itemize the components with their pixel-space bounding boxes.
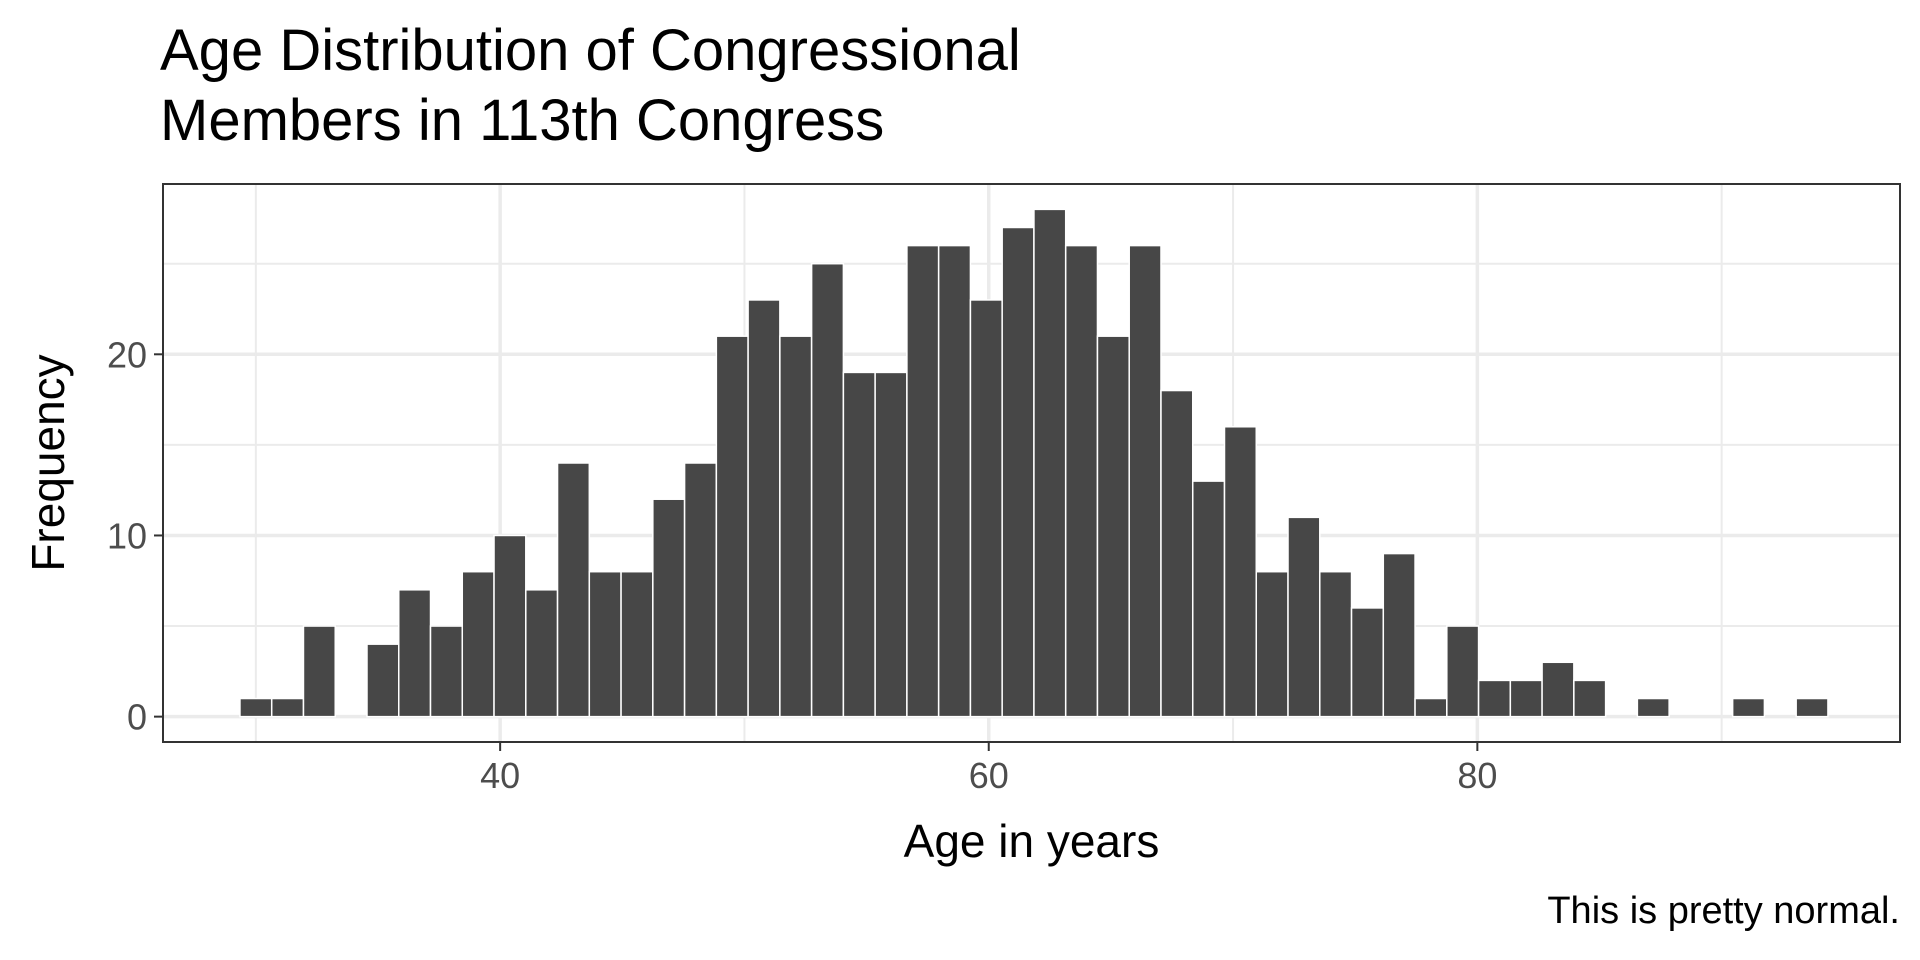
- histogram-bar: [906, 244, 940, 718]
- histogram-bar: [1191, 480, 1226, 718]
- histogram-bar: [810, 262, 845, 718]
- histogram-bar: [969, 299, 1003, 718]
- panel-border: [162, 183, 1901, 743]
- histogram-bar: [842, 371, 876, 718]
- histogram-bar: [366, 643, 400, 718]
- histogram-bar: [1128, 244, 1162, 718]
- histogram-bar: [1573, 679, 1607, 718]
- x-tick-label: 60: [969, 755, 1009, 796]
- histogram-bar: [1096, 335, 1130, 718]
- histogram-bar: [1255, 570, 1289, 718]
- histogram-bar: [1160, 389, 1194, 718]
- histogram-bar: [270, 697, 305, 718]
- histogram-bar: [1287, 516, 1321, 718]
- histogram-bar: [620, 570, 654, 718]
- histogram-bar: [747, 299, 781, 718]
- chart-title-line-1: Age Distribution of Congressional: [160, 18, 1021, 83]
- y-axis-title: Frequency: [22, 354, 74, 571]
- histogram-bar: [302, 625, 336, 718]
- y-tick-label: 20: [107, 334, 147, 375]
- axis-ticks: 40 60 80 0 10 20: [107, 334, 1497, 796]
- y-tick-label: 10: [107, 515, 147, 556]
- histogram-bars: [239, 208, 1829, 718]
- histogram-bar: [588, 570, 622, 718]
- histogram-bar: [525, 589, 559, 718]
- histogram-bar: [1795, 697, 1829, 718]
- y-tick-label: 0: [127, 697, 147, 738]
- histogram-bar: [1731, 697, 1766, 718]
- histogram-bar: [493, 534, 527, 718]
- histogram-bar: [239, 697, 273, 718]
- histogram-bar: [1541, 661, 1575, 718]
- histogram-bar: [715, 335, 749, 718]
- histogram-bar: [1223, 426, 1258, 718]
- x-axis-title: Age in years: [904, 815, 1160, 867]
- chart-caption: This is pretty normal.: [1547, 890, 1900, 932]
- histogram-bar: [874, 371, 908, 718]
- histogram-bar: [1064, 244, 1099, 718]
- histogram-bar: [1446, 625, 1480, 718]
- histogram-bar: [1636, 697, 1670, 718]
- chart-title-line-2: Members in 113th Congress: [160, 88, 885, 153]
- histogram-bar: [937, 244, 972, 718]
- histogram-bar: [1414, 697, 1448, 718]
- chart-title: Age Distribution of Congressional Member…: [160, 16, 1021, 156]
- histogram-bar: [1477, 679, 1512, 718]
- x-tick-label: 40: [480, 755, 520, 796]
- histogram-bar: [1509, 679, 1543, 718]
- histogram-bar: [779, 335, 813, 718]
- histogram-bar: [556, 462, 591, 718]
- histogram-bar: [461, 570, 495, 718]
- histogram-bar: [1033, 208, 1067, 718]
- histogram-bar: [398, 589, 432, 718]
- histogram-bar: [683, 462, 718, 718]
- histogram-bar: [1319, 570, 1353, 718]
- histogram-bar: [652, 498, 686, 718]
- histogram-bar: [429, 625, 464, 718]
- histogram-bar: [1350, 607, 1385, 718]
- x-tick-label: 80: [1457, 755, 1497, 796]
- histogram-bar: [1001, 226, 1035, 718]
- histogram-bar: [1382, 552, 1416, 718]
